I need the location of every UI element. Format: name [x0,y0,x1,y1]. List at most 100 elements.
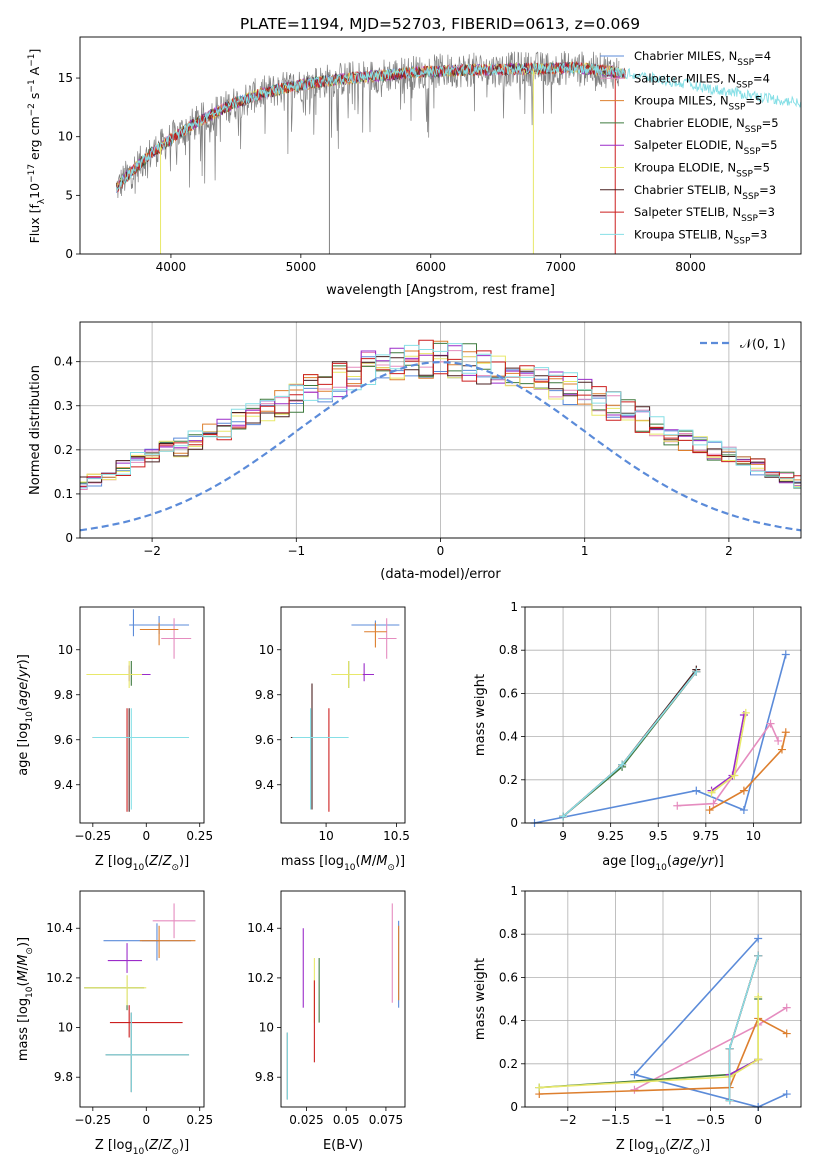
errorbar-point [92,708,183,812]
histogram-salpeter_stelib [80,339,801,487]
weight-lines [535,934,791,1111]
label-part: / [158,854,163,869]
label-part: M [376,854,387,869]
weight-marker [782,1029,791,1038]
weight-lines [530,650,790,827]
weight-marker [618,760,627,769]
y-tick-label: 5 [65,188,73,202]
label-part: age [log [16,723,31,776]
label-part: Chabrier ELODIE, N [634,116,745,130]
axes-frame [280,890,406,1108]
histogram-kroupa_miles [80,340,801,483]
x-tick-label: 0.25 [186,1113,213,1127]
weight-marker [673,801,682,810]
label-part: SSP [736,170,753,180]
y-tick-label: 9.8 [54,1070,73,1084]
legend-label: Salpeter MILES, NSSP=4 [634,71,770,90]
axes-frame [79,36,802,255]
label-part: )] [714,854,724,869]
weight-marker [754,992,763,1001]
weight-marker [725,1044,734,1053]
y-tick-label: 10 [58,130,73,144]
plot-content [115,51,801,254]
label-part: )] [179,854,189,869]
y-axis-label: Flux [fλ10−17 erg cm−2 s−1 A−1] [27,49,47,244]
label-part: ( [356,854,361,869]
label-part: =3 [759,183,776,197]
x-tick-label: 0.25 [186,829,213,843]
axes-frame [280,606,406,824]
y-tick-label: 9.4 [255,778,274,792]
label-part: Chabrier MILES, N [634,49,737,63]
label-part: Z [148,1138,159,1153]
weight-line-salpeter_miles [677,721,779,807]
weight-line-kroupa_elodie [711,712,747,794]
weight-marker [741,708,750,717]
label-part: Kroupa ELODIE, N [634,161,736,175]
label-part: −1 [27,79,37,92]
label-part: =5 [745,94,762,108]
x-tick-label: −1 [287,544,305,558]
plot-content [286,903,400,1100]
weight-marker [781,728,790,737]
label-part: s [27,93,42,104]
label-part: mass [log [281,854,344,869]
y-tick-label: 0 [510,1100,518,1114]
label-part: Chabrier STELIB, N [634,183,742,197]
x-tick-label: 8000 [675,260,706,274]
label-part: −1 [27,54,37,67]
weight-marker [630,1070,639,1079]
y-tick-label: 0 [65,531,73,545]
label-part: 10 [133,863,145,873]
x-tick-label: 9 [559,829,567,843]
axes-weight_vs_Z: −2 −1.5 −1 −0.5 000.20.40.60.81Z [log10(Z/Z⊙… [473,884,802,1157]
y-tick-label: 0 [65,247,73,261]
axes-frame [524,606,802,824]
errorbar-point [331,661,363,688]
label-part: =5 [762,116,779,130]
label-part: ⊙ [25,947,35,955]
errorbar-point [357,663,374,682]
label-part: )] [700,1138,710,1153]
legend-label: Salpeter ELODIE, NSSP=5 [634,138,777,157]
weight-marker [754,1055,763,1064]
weight-marker [705,806,714,815]
axes-mass_vs_EBV: 0.025 0.05 0.075 9.8 10 10.2 10.4 E(B-V) [247,890,406,1153]
weight-line-kroupa_miles [709,732,787,811]
legend-label: Chabrier ELODIE, NSSP=5 [634,116,779,135]
legend-label: Kroupa ELODIE, NSSP=5 [634,161,770,180]
label-part: E(B-V) [323,1138,363,1153]
label-part: ( [16,981,31,986]
x-tick-label: 7000 [545,260,576,274]
histogram-chabrier_elodie [80,342,801,489]
x-axis-label: E(B-V) [323,1138,363,1153]
label-part: SSP [742,192,759,202]
label-part: SSP [729,103,746,113]
errorbar-point [292,708,349,810]
y-tick-label: 0.8 [499,927,518,941]
spectrum-lines [115,51,801,254]
label-part: Flux [f [27,204,42,244]
label-part: Kroupa MILES, N [634,94,729,108]
label-part: yr [700,854,716,869]
weight-marker [782,1090,791,1099]
histogram-chabrier_stelib [80,355,801,484]
y-tick-label: 10 [58,1021,73,1035]
x-tick-label: 1 [581,544,589,558]
y-tick-label: 10 [58,643,73,657]
label-part: Salpeter STELIB, N [634,205,741,219]
y-axis-label: mass weight [473,674,488,756]
label-part: ( [665,1138,670,1153]
axes-frame [79,890,205,1108]
x-tick-label: 9.25 [597,829,624,843]
y-tick-label: 0.2 [499,773,518,787]
x-tick-label: 0 [142,829,150,843]
label-part: =3 [758,205,775,219]
y-tick-label: 0.2 [499,1057,518,1071]
label-part: SSP [741,214,758,224]
x-tick-label: 0 [754,1113,762,1127]
legend-label: Salpeter STELIB, NSSP=3 [634,205,775,224]
weight-marker [754,934,763,943]
